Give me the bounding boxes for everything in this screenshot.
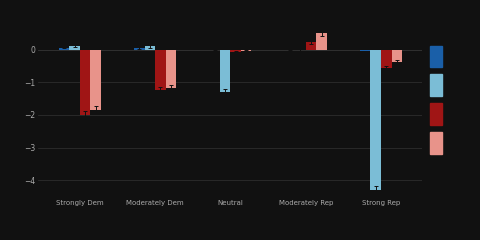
Bar [316,33,327,49]
Bar [295,49,306,50]
Bar [209,49,220,50]
Bar [381,49,392,67]
Bar [166,49,176,88]
Bar [360,49,371,51]
Bar [59,48,69,49]
Bar [69,46,80,49]
Bar [306,42,316,49]
Bar [230,49,241,52]
Bar [134,48,144,49]
Bar [241,49,252,52]
Bar [80,49,90,115]
Bar [285,49,295,50]
Bar [155,49,166,90]
Bar [220,49,230,92]
Bar [90,49,101,110]
Bar [144,46,155,49]
Bar [392,49,402,62]
Bar [371,49,381,190]
